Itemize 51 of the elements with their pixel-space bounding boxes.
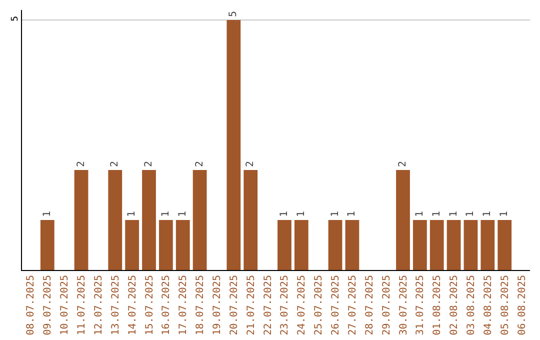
x-tick-label: 12.07.2025 (93, 275, 104, 336)
data-label: 2 (194, 160, 206, 167)
x-tick-label: 06.08.2025 (516, 275, 528, 336)
data-label: 1 (499, 210, 510, 217)
x-tick-label: 19.07.2025 (212, 275, 223, 336)
data-label: 5 (228, 10, 240, 17)
x-tick-label: 08.07.2025 (26, 275, 37, 336)
data-label: 1 (465, 210, 476, 217)
x-tick-label: 17.07.2025 (178, 275, 190, 336)
x-tick-label: 26.07.2025 (330, 275, 342, 336)
x-tick-label: 11.07.2025 (76, 275, 88, 336)
data-label: 1 (42, 210, 53, 217)
x-tick-label: 01.08.2025 (432, 275, 444, 336)
data-label: 1 (160, 210, 172, 217)
data-label: 2 (398, 160, 408, 167)
x-tick-label: 10.07.2025 (60, 275, 71, 336)
x-tick-label: 27.07.2025 (347, 275, 358, 336)
x-tick-label: 09.07.2025 (42, 275, 54, 336)
x-tick-label: 21.07.2025 (246, 275, 257, 336)
x-tick-label: 18.07.2025 (195, 275, 206, 336)
x-tick-label: 02.08.2025 (449, 275, 460, 336)
data-label: 1 (330, 210, 341, 217)
data-label: 1 (126, 210, 138, 217)
data-label: 1 (431, 210, 442, 217)
x-tick-label: 25.07.2025 (314, 275, 325, 336)
data-label: 1 (278, 210, 290, 217)
x-tick-label: 22.07.2025 (262, 275, 274, 336)
data-label: 1 (482, 210, 494, 217)
x-tick-label: 15.07.2025 (144, 275, 156, 336)
x-tick-label: 13.07.2025 (110, 275, 122, 336)
x-tick-label: 24.07.2025 (296, 275, 308, 336)
x-tick-label: 05.08.2025 (500, 275, 511, 336)
x-tick-label: 30.07.2025 (398, 275, 410, 336)
data-label: 2 (76, 160, 87, 167)
x-tick-label: 20.07.2025 (228, 275, 240, 336)
x-tick-label: 28.07.2025 (364, 275, 376, 336)
data-label: 1 (177, 210, 188, 217)
data-label: 1 (448, 210, 460, 217)
x-tick-label: 03.08.2025 (466, 275, 477, 336)
data-label: 1 (296, 210, 307, 217)
x-tick-label: 29.07.2025 (381, 275, 392, 336)
data-label: 2 (245, 160, 256, 167)
data-label: 2 (144, 160, 154, 167)
x-tick-label: 16.07.2025 (161, 275, 172, 336)
x-tick-label: 31.07.2025 (415, 275, 426, 336)
x-tick-label: 23.07.2025 (280, 275, 291, 336)
data-label: 2 (110, 160, 121, 167)
data-label: 1 (414, 210, 426, 217)
x-tick-label: 14.07.2025 (127, 275, 138, 336)
x-tick-label: 04.08.2025 (482, 275, 494, 336)
data-label: 1 (346, 210, 358, 217)
